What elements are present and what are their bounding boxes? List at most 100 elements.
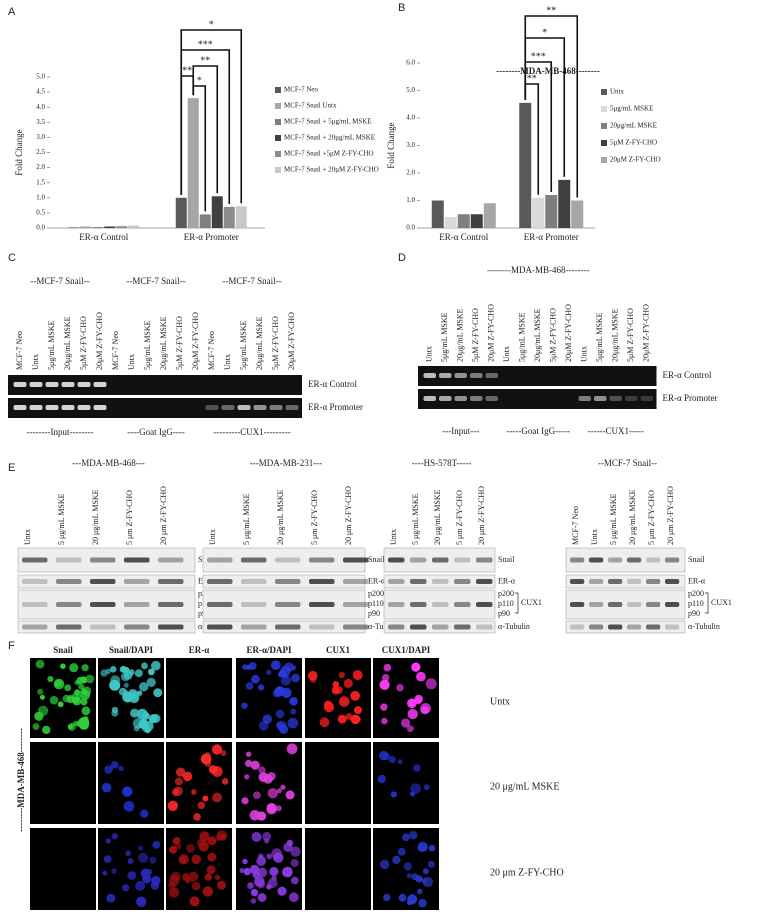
cell	[149, 716, 156, 724]
gel-band	[77, 405, 91, 410]
cell	[413, 764, 421, 772]
cell	[245, 751, 252, 757]
blot-band	[124, 624, 150, 630]
cell	[57, 701, 64, 708]
cell	[47, 676, 54, 683]
blot-band	[207, 579, 233, 584]
lane-label: 20μg/mL MSKE	[63, 316, 72, 370]
blot-band	[22, 557, 48, 563]
gel-row-label: ER-α Control	[663, 370, 712, 380]
y-tick-label: 2.5	[36, 148, 45, 156]
lane-label: 5 μm Z-FY-CHO	[310, 490, 319, 545]
cell	[381, 717, 388, 725]
cell	[390, 791, 397, 798]
blot-band	[309, 579, 335, 584]
cell	[256, 856, 267, 866]
lane-label: 5μg/mL MSKE	[440, 312, 449, 362]
cell	[251, 674, 260, 684]
cell	[134, 669, 143, 678]
blot-band	[665, 624, 680, 630]
cell	[122, 786, 133, 797]
cell	[269, 866, 279, 877]
lane-label: 20μg/mL MSKE	[533, 308, 542, 362]
row-label: 20 μm Z-FY-CHO	[490, 867, 564, 878]
cell	[397, 847, 406, 856]
lane-label: 20 μm Z-FY-CHO	[344, 486, 353, 545]
y-tick-label: 1.0	[406, 196, 415, 204]
bar	[92, 227, 104, 228]
blot-band	[627, 557, 642, 563]
legend-label: Untx	[610, 88, 625, 96]
lane-label: 20 μg/mL MSKE	[276, 489, 285, 545]
blot-band	[90, 624, 116, 630]
cell	[354, 716, 361, 723]
cell	[264, 838, 270, 844]
cell	[37, 688, 44, 695]
group-footer: ---------CUX1---------	[213, 427, 290, 437]
bar	[235, 206, 247, 228]
column-header: Snail	[53, 645, 73, 655]
y-tick-label: 5.0	[36, 73, 45, 81]
lane-label: 20μM Z-FY-CHO	[487, 304, 496, 362]
blot-band	[476, 602, 493, 607]
bar	[223, 206, 235, 228]
cell	[171, 788, 180, 797]
cell	[379, 750, 389, 761]
cell	[204, 752, 211, 759]
cell	[253, 791, 261, 800]
legend-swatch	[601, 106, 607, 112]
bar	[470, 214, 483, 228]
cell	[118, 765, 124, 771]
cell	[128, 669, 135, 676]
cell	[414, 694, 424, 704]
micrograph	[30, 742, 96, 824]
cell	[174, 777, 183, 786]
gel-band	[13, 405, 27, 410]
significance-label: ***	[198, 39, 213, 50]
lane-label: 5μg/mL MSKE	[518, 312, 527, 362]
cell	[133, 725, 140, 732]
cell	[168, 887, 180, 898]
blot-band	[608, 602, 623, 607]
cell	[290, 876, 299, 885]
cell	[403, 862, 413, 871]
blot-band	[627, 579, 642, 584]
lane-label: 20μg/mL MSKE	[159, 316, 168, 370]
cell	[186, 844, 195, 853]
group-title: --MCF-7 Snail--	[30, 276, 89, 286]
micrograph	[305, 742, 371, 824]
cell	[379, 859, 390, 870]
lane-label: 5 μm Z-FY-CHO	[647, 490, 656, 545]
bar	[457, 214, 470, 228]
cell	[282, 672, 288, 679]
bar	[187, 98, 199, 228]
cell	[383, 663, 392, 672]
cell	[74, 689, 81, 696]
cell	[110, 761, 119, 769]
legend-swatch	[601, 157, 607, 163]
gel-band	[485, 396, 498, 401]
cell	[250, 760, 260, 770]
blot-band	[570, 579, 585, 584]
y-tick-label: 2.0	[406, 169, 415, 177]
blot-strip	[17, 620, 196, 634]
cell	[149, 856, 157, 864]
blot-title: ---MDA-MB-231---	[250, 458, 322, 468]
legend-label: 20μg/mL MSKE	[610, 122, 657, 130]
y-tick-label: 3.0	[406, 141, 415, 149]
lane-label: 20μM Z-FY-CHO	[191, 312, 200, 370]
cell	[67, 724, 73, 730]
blot-label: ER-α	[498, 576, 516, 585]
blot-band	[627, 602, 642, 607]
blot-strip	[565, 620, 686, 634]
blot-band	[454, 557, 471, 563]
legend-swatch	[275, 87, 281, 93]
blot-band	[570, 602, 585, 607]
cell	[102, 870, 108, 876]
lane-label: 20μM Z-FY-CHO	[642, 304, 651, 362]
panel-label: F	[8, 640, 15, 652]
x-tick-label: ER-α Control	[79, 232, 128, 242]
cell	[409, 698, 417, 707]
cell	[138, 719, 149, 730]
gel-row-label: ER-α Promoter	[308, 402, 363, 412]
